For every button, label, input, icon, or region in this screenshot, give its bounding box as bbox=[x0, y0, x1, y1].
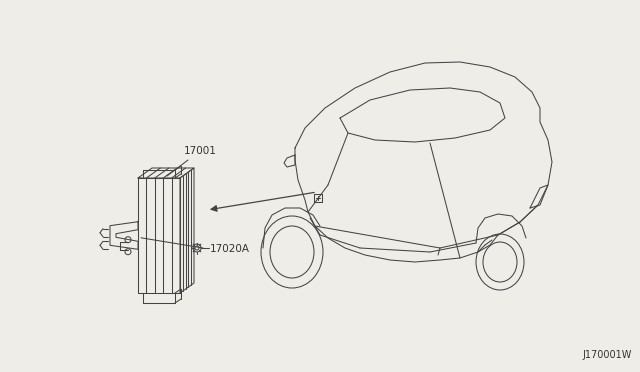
Text: J170001W: J170001W bbox=[582, 350, 632, 360]
Text: 17020A: 17020A bbox=[210, 244, 250, 254]
Text: 17001: 17001 bbox=[184, 146, 217, 156]
